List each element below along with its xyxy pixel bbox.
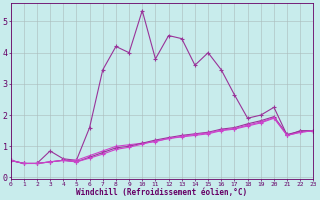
X-axis label: Windchill (Refroidissement éolien,°C): Windchill (Refroidissement éolien,°C) [76,188,248,197]
